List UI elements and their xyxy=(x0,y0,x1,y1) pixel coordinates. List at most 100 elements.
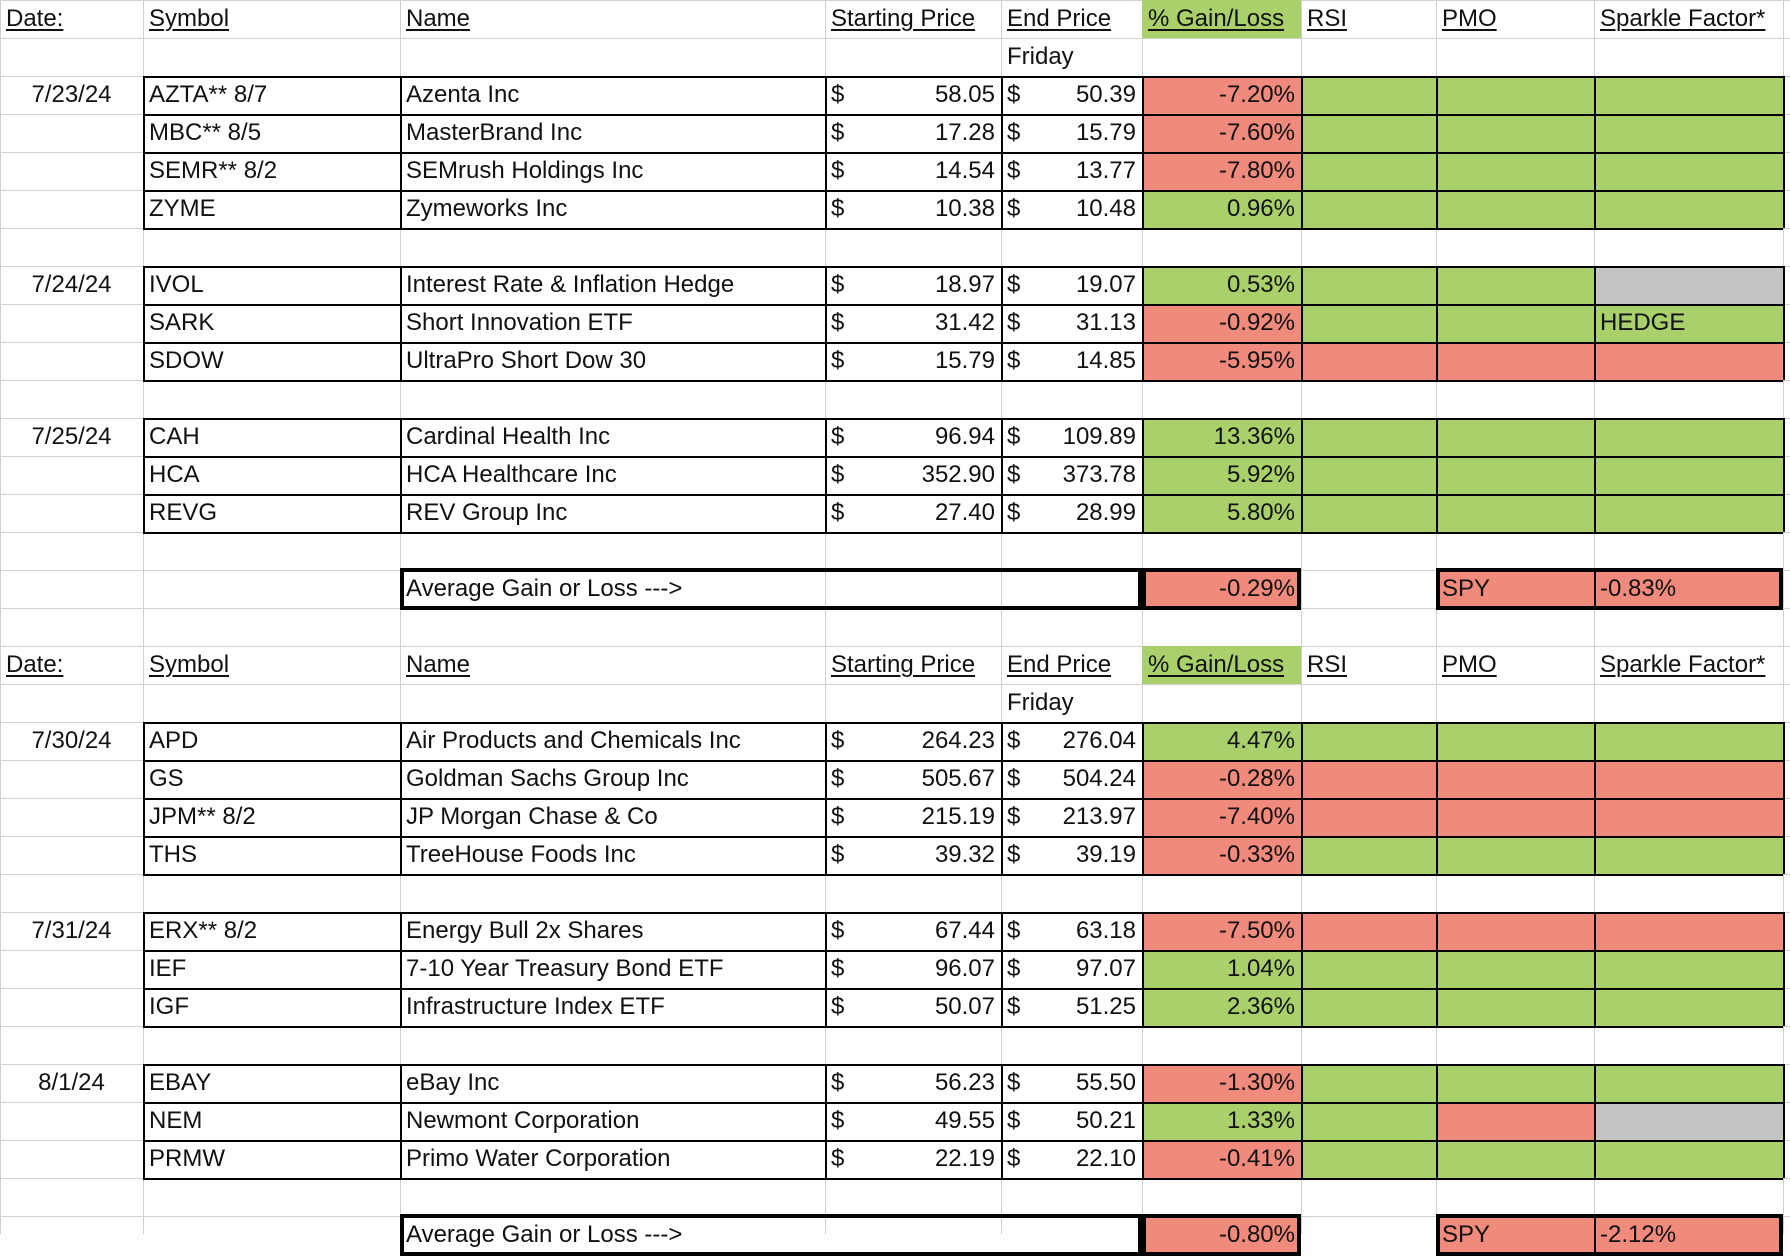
rsi-cell xyxy=(1301,722,1436,760)
cell-border xyxy=(1142,342,1144,380)
pmo-header: PMO xyxy=(1442,651,1497,678)
row-border xyxy=(143,190,1783,192)
cell-border xyxy=(825,190,827,228)
gain-loss-cell: -0.41% xyxy=(1218,1145,1295,1172)
end-price-cell: 10.48 xyxy=(1075,195,1136,222)
cell-border xyxy=(1301,304,1303,342)
symbol-cell: REVG xyxy=(149,499,218,526)
dollar-sign: $ xyxy=(1007,499,1021,526)
cell-border xyxy=(1783,950,1785,988)
spy-box xyxy=(1436,568,1783,610)
group-bottom-border xyxy=(143,532,1783,534)
rsi-cell xyxy=(1301,76,1436,114)
row-border xyxy=(143,418,1783,420)
cell-border xyxy=(400,760,402,798)
cell-border xyxy=(1001,988,1003,1026)
sparkle-factor-cell xyxy=(1594,836,1783,874)
gridline-vertical xyxy=(0,0,1,1234)
cell-border xyxy=(1301,1064,1303,1102)
sparkle-factor-cell xyxy=(1594,722,1783,760)
cell-border xyxy=(1142,722,1144,760)
cell-border xyxy=(1783,418,1785,456)
starting-price-header: Starting Price xyxy=(831,651,976,678)
gain-loss-header: % Gain/Loss xyxy=(1148,5,1285,32)
cell-border xyxy=(400,798,402,836)
symbol-cell: PRMW xyxy=(149,1145,225,1172)
cell-border xyxy=(1142,1102,1144,1140)
cell-border xyxy=(825,760,827,798)
starting-price-cell: 58.05 xyxy=(934,81,995,108)
dollar-sign: $ xyxy=(1007,195,1021,222)
cell-border xyxy=(1142,190,1144,228)
cell-border xyxy=(143,114,145,152)
cell-border xyxy=(825,152,827,190)
end-price-cell: 13.77 xyxy=(1075,157,1136,184)
average-label-box xyxy=(400,568,1142,610)
cell-border xyxy=(1436,76,1438,114)
end-price-cell: 50.39 xyxy=(1075,81,1136,108)
rsi-cell xyxy=(1301,304,1436,342)
dollar-sign: $ xyxy=(831,1069,845,1096)
cell-border xyxy=(1594,456,1596,494)
cell-border xyxy=(1436,114,1438,152)
cell-border xyxy=(1594,722,1596,760)
cell-border xyxy=(400,1064,402,1102)
gain-loss-cell: -7.80% xyxy=(1218,157,1295,184)
starting-price-cell: 505.67 xyxy=(921,765,995,792)
entry-date: 7/31/24 xyxy=(31,917,112,944)
rsi-cell xyxy=(1301,950,1436,988)
cell-border xyxy=(1594,950,1596,988)
starting-price-cell: 27.40 xyxy=(934,499,995,526)
cell-border xyxy=(1594,342,1596,380)
cell-border xyxy=(1301,1140,1303,1178)
sparkle-factor-cell xyxy=(1594,114,1783,152)
dollar-sign: $ xyxy=(831,347,845,374)
gain-loss-cell: 5.80% xyxy=(1226,499,1295,526)
row-border xyxy=(143,988,1783,990)
cell-border xyxy=(1594,1140,1596,1178)
cell-border xyxy=(1142,912,1144,950)
cell-border xyxy=(1594,836,1596,874)
gain-loss-cell: 4.47% xyxy=(1226,727,1295,754)
cell-border xyxy=(1783,266,1785,304)
gridline-horizontal xyxy=(0,684,1790,685)
cell-border xyxy=(1594,1064,1596,1102)
cell-border xyxy=(1783,1064,1785,1102)
dollar-sign: $ xyxy=(831,195,845,222)
cell-border xyxy=(400,304,402,342)
gain-loss-cell: -7.40% xyxy=(1218,803,1295,830)
pmo-cell xyxy=(1436,912,1594,950)
end-price-cell: 22.10 xyxy=(1075,1145,1136,1172)
cell-border xyxy=(825,988,827,1026)
cell-border xyxy=(1783,152,1785,190)
rsi-cell xyxy=(1301,1064,1436,1102)
symbol-cell: IGF xyxy=(149,993,189,1020)
entry-date: 7/25/24 xyxy=(31,423,112,450)
pmo-cell xyxy=(1436,76,1594,114)
rsi-cell xyxy=(1301,760,1436,798)
pmo-cell xyxy=(1436,950,1594,988)
cell-border xyxy=(1436,836,1438,874)
cell-border xyxy=(1783,494,1785,532)
cell-border xyxy=(1783,456,1785,494)
rsi-cell xyxy=(1301,494,1436,532)
cell-border xyxy=(1594,1102,1596,1140)
cell-border xyxy=(143,1102,145,1140)
cell-border xyxy=(143,494,145,532)
name-cell: Energy Bull 2x Shares xyxy=(406,917,644,944)
cell-border xyxy=(1301,950,1303,988)
end-price-cell: 109.89 xyxy=(1062,423,1136,450)
average-gain-value: -0.29% xyxy=(1218,575,1295,602)
sparkle-factor-cell xyxy=(1594,304,1783,342)
cell-border xyxy=(825,1064,827,1102)
dollar-sign: $ xyxy=(1007,917,1021,944)
cell-border xyxy=(143,152,145,190)
dollar-sign: $ xyxy=(831,727,845,754)
cell-border xyxy=(1783,760,1785,798)
cell-border xyxy=(143,1140,145,1178)
sparkle-factor-cell xyxy=(1594,798,1783,836)
cell-border xyxy=(825,114,827,152)
spy-value: -2.12% xyxy=(1600,1221,1677,1248)
sparkle-factor-cell xyxy=(1594,988,1783,1026)
spy-label-fill xyxy=(1436,570,1594,608)
